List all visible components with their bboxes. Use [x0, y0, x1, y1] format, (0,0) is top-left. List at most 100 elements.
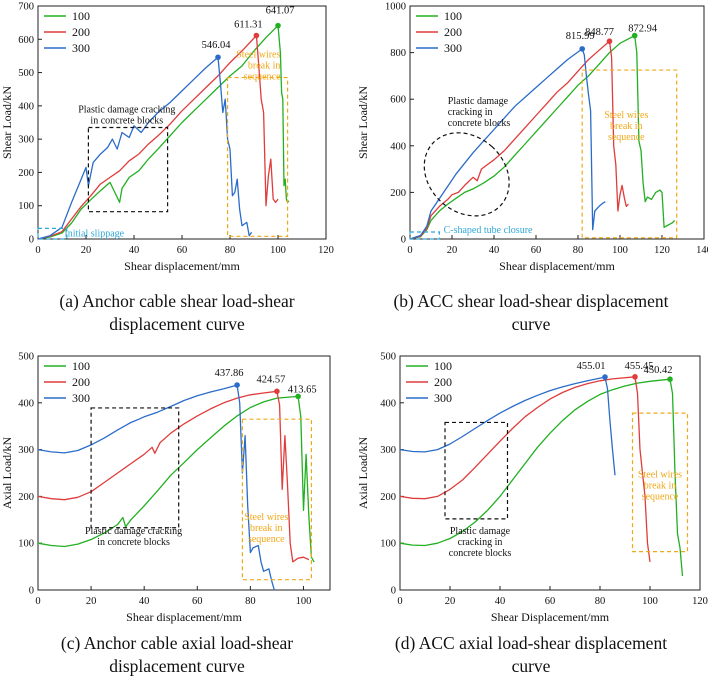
- caption-a-line1: (a) Anchor cable shear load-shear: [59, 291, 295, 311]
- y-tick-label-b: 1000: [385, 2, 406, 13]
- annotation-box-c-1: [241, 418, 313, 581]
- caption-c: (c) Anchor cable axial load-shear displa…: [0, 632, 354, 678]
- caption-b: (b) ACC shear load-shear displacement cu…: [354, 290, 708, 336]
- peak-label-100-b: 872.94: [628, 24, 658, 35]
- annotation-text-b-1: break in: [610, 121, 643, 132]
- x-tick-label-b: 0: [407, 245, 412, 256]
- peak-marker-200-c: [274, 388, 280, 395]
- y-tick-label-b: 800: [390, 48, 406, 59]
- series-line-300-b: [409, 48, 606, 240]
- legend-label-100-c: 100: [72, 359, 90, 373]
- annotation-text-c-1: break in: [250, 523, 283, 534]
- y-axis-label-c: Axial Load/kN: [0, 437, 14, 510]
- annotation-text-c-0: in concrete blocks: [97, 537, 170, 548]
- peak-marker-100-a: [275, 22, 281, 29]
- peak-marker-300-a: [215, 54, 221, 61]
- y-axis-label-b: Shear Load/kN: [356, 86, 370, 159]
- peak-label-200-a: 611.31: [234, 20, 263, 31]
- y-tick-label-c: 0: [29, 586, 34, 597]
- y-tick-label-a: 700: [18, 2, 34, 13]
- legend-label-200-b: 200: [444, 25, 462, 39]
- x-tick-label-c: 80: [245, 596, 256, 607]
- x-tick-label-d: 120: [692, 596, 708, 607]
- x-tick-label-c: 20: [86, 596, 97, 607]
- x-tick-label-d: 100: [642, 596, 658, 607]
- y-axis-label-d: Axial Load/kN: [356, 437, 370, 510]
- peak-label-100-c: 413.65: [288, 384, 317, 395]
- annotation-text-a-1: break in: [248, 61, 281, 72]
- series-line-300-c: [37, 384, 275, 591]
- series-line-200-a: [37, 34, 279, 240]
- series-line-300-d: [399, 376, 616, 476]
- plot-frame-b: [409, 5, 705, 240]
- annotation-text-a-1: Steel wires: [236, 50, 280, 61]
- y-tick-label-b: 600: [390, 95, 406, 106]
- y-tick-label-c: 400: [18, 398, 34, 409]
- x-tick-label-c: 0: [35, 596, 40, 607]
- annotation-text-a-0: in concrete blocks: [90, 116, 163, 127]
- peak-marker-300-d: [602, 374, 608, 380]
- legend-label-100-b: 100: [444, 9, 462, 23]
- x-tick-label-a: 40: [129, 245, 140, 256]
- y-tick-label-b: 400: [390, 141, 406, 152]
- peak-marker-200-a: [253, 32, 260, 39]
- x-tick-label-b: 120: [654, 245, 670, 256]
- series-line-100-b: [409, 34, 676, 240]
- annotation-text-c-0: Plastic damage cracking: [85, 526, 182, 537]
- x-axis-label-a: Shear displacement/mm: [124, 259, 240, 273]
- x-tick-label-a: 100: [270, 245, 286, 256]
- annotation-box-d-0: [444, 421, 509, 520]
- annotation-box-a-0: [87, 126, 169, 213]
- y-tick-label-a: 400: [18, 101, 34, 112]
- legend-label-100-d: 100: [434, 359, 452, 373]
- y-tick-label-d: 400: [380, 398, 396, 409]
- y-tick-label-d: 500: [380, 352, 396, 363]
- caption-a: (a) Anchor cable shear load-shear displa…: [0, 290, 354, 336]
- y-tick-label-d: 200: [380, 492, 396, 503]
- x-tick-label-d: 60: [545, 596, 556, 607]
- legend-label-200-c: 200: [72, 375, 90, 389]
- x-tick-label-c: 60: [192, 596, 203, 607]
- chart-b: 0 20 40 60 80 100 120 140 0 200 400 600 800 1000 Shear…: [356, 2, 708, 274]
- x-tick-label-b: 100: [612, 245, 628, 256]
- y-tick-label-d: 100: [380, 539, 396, 550]
- annotation-text-b-0: concrete blocks: [448, 118, 511, 129]
- annotation-text-b-0: cracking in: [448, 107, 493, 118]
- caption-b-line2: curve: [511, 314, 551, 334]
- plot-frame-c: [37, 355, 331, 591]
- x-tick-label-b: 140: [696, 245, 708, 256]
- caption-c-line1: (c) Anchor cable axial load-shear: [60, 633, 294, 653]
- annotation-text-d-1: break in: [644, 481, 677, 492]
- series-line-100-a: [37, 24, 290, 240]
- annotation-text-d-0: Plastic damage: [450, 526, 511, 537]
- series-line-200-b: [409, 40, 629, 240]
- y-tick-label-c: 500: [18, 352, 34, 363]
- series-line-200-d: [399, 376, 651, 562]
- peak-marker-100-c: [295, 393, 301, 400]
- caption-d-line1: (d) ACC axial load-shear displacement: [394, 633, 668, 653]
- annotation-text-d-0: concrete blocks: [449, 548, 512, 559]
- x-tick-label-a: 60: [177, 245, 188, 256]
- peak-label-300-a: 546.04: [202, 40, 232, 51]
- y-tick-label-c: 200: [18, 492, 34, 503]
- x-axis-label-d: Shear Displacement/mm: [491, 610, 610, 624]
- annotation-text-d-1: sequence: [642, 492, 679, 503]
- annotation-text-d-1: Steel wires: [638, 470, 682, 481]
- peak-marker-300-b: [579, 46, 585, 52]
- legend-label-300-a: 300: [72, 41, 90, 55]
- annotation-text-b-1: Steel wires: [604, 110, 648, 121]
- peak-label-100-d: 450.42: [644, 365, 673, 376]
- x-tick-label-a: 80: [225, 245, 236, 256]
- legend-label-300-d: 300: [434, 391, 452, 405]
- x-tick-label-d: 20: [445, 596, 456, 607]
- panel-b: 0 20 40 60 80 100 120 140 0 200 400 600 800 1000 Shear…: [354, 0, 708, 342]
- series-line-100-c: [37, 395, 315, 563]
- peak-marker-200-d: [632, 374, 638, 380]
- annotation-box-b-2: [409, 231, 440, 240]
- annotation-text-a-0: Plastic damage cracking: [78, 105, 175, 116]
- peak-marker-200-b: [606, 38, 613, 45]
- y-tick-label-c: 100: [18, 539, 34, 550]
- series-line-200-c: [37, 390, 310, 563]
- caption-a-line2: displacement curve: [109, 314, 245, 334]
- y-tick-label-b: 200: [390, 188, 406, 199]
